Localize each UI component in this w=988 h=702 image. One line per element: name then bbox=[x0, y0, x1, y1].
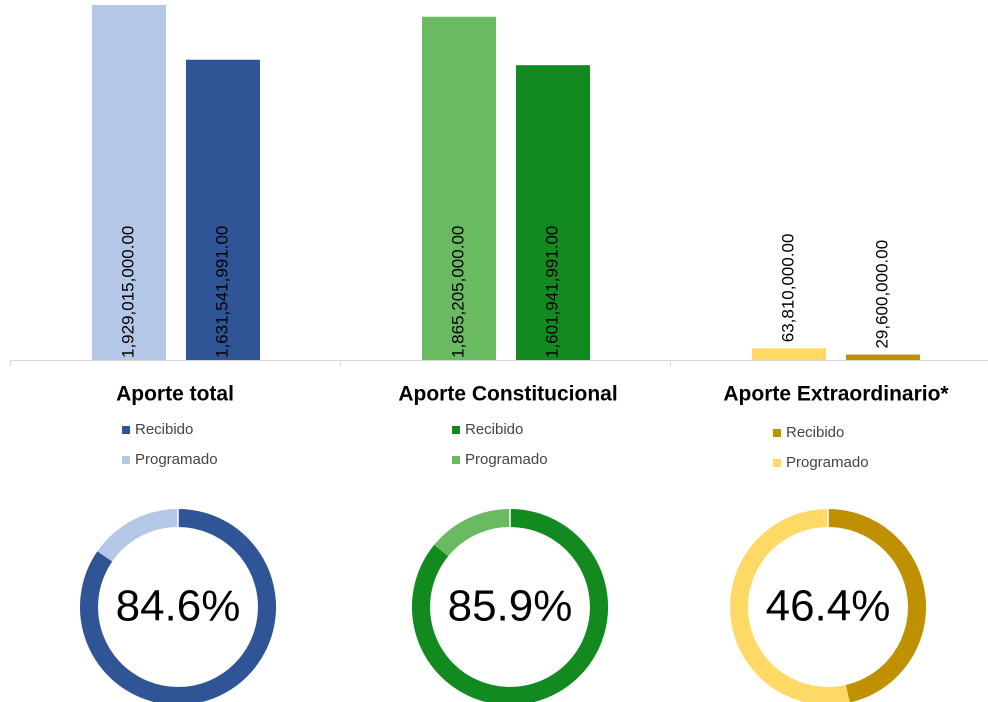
chart-title: Aporte Constitucional bbox=[398, 383, 617, 406]
data-label: 1,601,941,991.00 bbox=[542, 226, 561, 358]
legend-label: Recibido bbox=[135, 421, 193, 438]
data-label: 1,929,015,000.00 bbox=[118, 226, 137, 358]
bar bbox=[422, 16, 496, 360]
data-label: 1,865,205,000.00 bbox=[448, 226, 467, 358]
data-label: 63,810,000.00 bbox=[778, 234, 797, 343]
legend-swatch bbox=[773, 459, 781, 467]
legend-label: Recibido bbox=[786, 424, 844, 441]
legend-swatch bbox=[452, 426, 460, 434]
legend-swatch bbox=[452, 456, 460, 464]
donut-arc bbox=[827, 509, 926, 702]
legend-label: Programado bbox=[786, 454, 869, 471]
bar bbox=[846, 354, 920, 360]
donut-label: 46.4% bbox=[766, 582, 891, 631]
bar bbox=[752, 348, 826, 360]
data-label: 1,631,541,991.00 bbox=[212, 226, 231, 358]
donut-label: 84.6% bbox=[116, 582, 241, 631]
legend-swatch bbox=[122, 426, 130, 434]
data-label: 29,600,000.00 bbox=[872, 240, 891, 349]
chart-title: Aporte Extraordinario* bbox=[723, 383, 949, 406]
legend-swatch bbox=[773, 429, 781, 437]
legend-label: Programado bbox=[465, 451, 548, 468]
donut-arc bbox=[412, 509, 608, 702]
chart-title: Aporte total bbox=[116, 383, 234, 406]
legend-label: Programado bbox=[135, 451, 218, 468]
legend-label: Recibido bbox=[465, 421, 523, 438]
legend-swatch bbox=[122, 456, 130, 464]
bar bbox=[186, 59, 260, 360]
donut-arc bbox=[80, 509, 276, 702]
donut-label: 85.9% bbox=[448, 582, 573, 631]
bar bbox=[92, 5, 166, 360]
bar bbox=[516, 65, 590, 360]
